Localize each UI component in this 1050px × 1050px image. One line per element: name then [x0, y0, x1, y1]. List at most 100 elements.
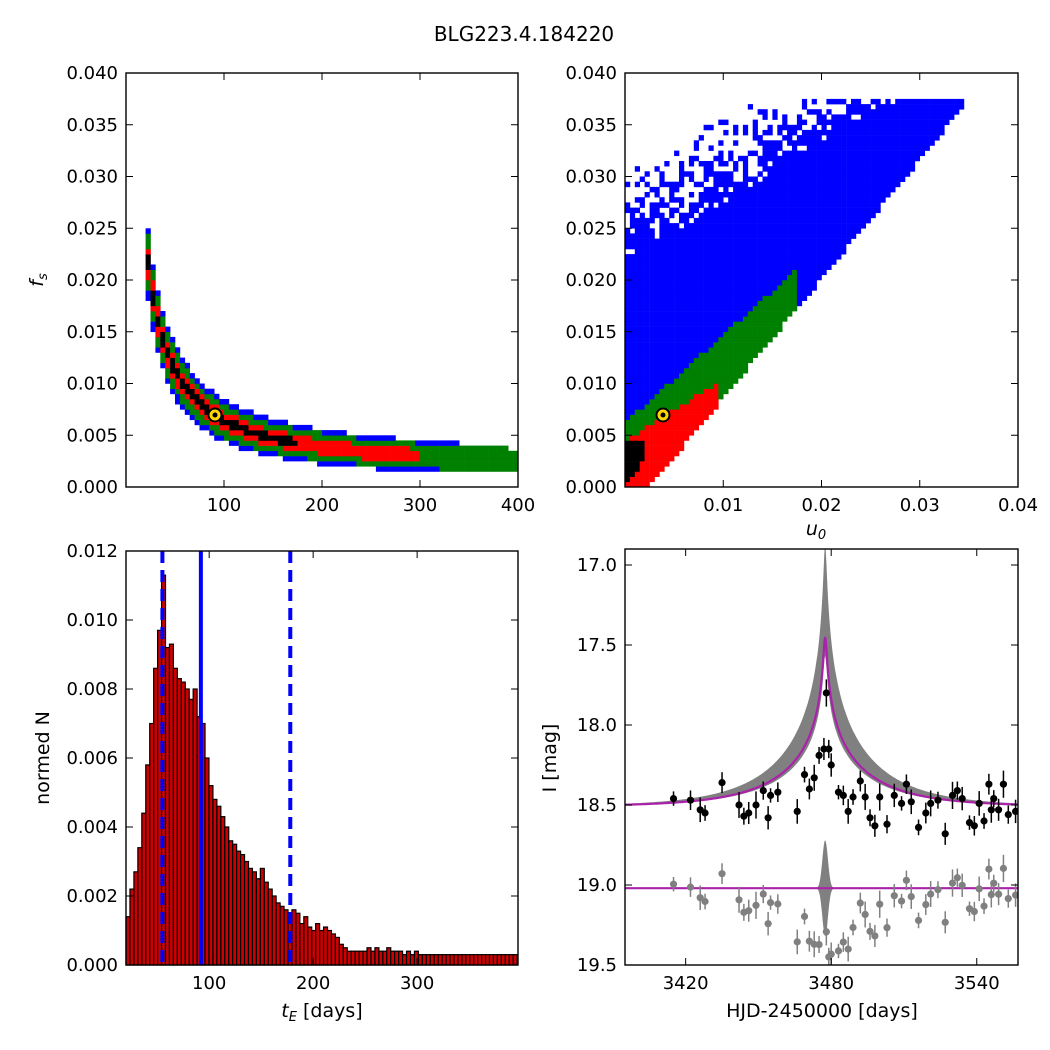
- heatmap-cell: [688, 285, 695, 291]
- heatmap-cell: [346, 450, 352, 457]
- heatmap-cell: [939, 98, 945, 105]
- heatmap-cell: [639, 373, 645, 379]
- heatmap-cell: [708, 383, 714, 389]
- heatmap-cell: [885, 150, 891, 157]
- heatmap-cell: [644, 424, 650, 431]
- heatmap-cell: [836, 124, 842, 131]
- observation-point: [970, 822, 978, 830]
- heatmap-cell: [954, 104, 960, 110]
- heatmap-cell: [165, 378, 171, 384]
- heatmap-cell: [792, 192, 798, 198]
- heatmap-cell: [752, 274, 758, 281]
- heatmap-cell: [767, 249, 773, 255]
- heatmap-cell: [429, 461, 435, 467]
- heatmap-cell: [654, 461, 660, 467]
- heatmap-cell: [900, 98, 906, 105]
- heatmap-cell: [811, 176, 817, 182]
- observation-point: [844, 807, 852, 816]
- heatmap-cell: [860, 217, 867, 224]
- heatmap-cell: [625, 435, 631, 441]
- heatmap-cell: [258, 414, 264, 421]
- heatmap-cell: [238, 424, 244, 431]
- heatmap-cell: [498, 461, 504, 467]
- panel-fs-vs-u0: 0.01 0.02 0.03 0.040.0000.0050.0100.0150.02…: [565, 63, 1038, 543]
- heatmap-cell: [801, 269, 808, 276]
- axis-label-u0: u0: [806, 518, 826, 543]
- heatmap-cell: [654, 264, 660, 270]
- heatmap-cell: [664, 238, 670, 245]
- heatmap-cell: [851, 98, 857, 105]
- heatmap-cell: [659, 383, 665, 389]
- heatmap-cell: [664, 378, 670, 384]
- heatmap-cell: [478, 450, 484, 457]
- heatmap-cell: [821, 228, 827, 234]
- heatmap-cell: [649, 450, 655, 457]
- heatmap-cell: [796, 202, 803, 208]
- heatmap-cell: [703, 249, 709, 255]
- heatmap-cell: [747, 321, 754, 327]
- heatmap-cell: [165, 347, 171, 353]
- heatmap-cell: [634, 259, 641, 265]
- heatmap-cell: [742, 295, 749, 301]
- y-tick-label: 0.008: [66, 679, 118, 700]
- heatmap-cell: [693, 140, 700, 146]
- residual-point: [948, 879, 957, 887]
- heatmap-cell: [625, 274, 631, 281]
- heatmap-cell: [909, 155, 916, 162]
- heatmap-cell: [846, 207, 852, 214]
- heatmap-cell: [762, 166, 768, 172]
- heatmap-cell: [179, 388, 186, 395]
- heatmap-cell: [851, 109, 857, 115]
- heatmap-cell: [693, 238, 700, 245]
- heatmap-cell: [777, 223, 783, 229]
- histogram-bar: [405, 950, 412, 966]
- heatmap-cell: [860, 124, 867, 131]
- heatmap-cell: [674, 207, 680, 214]
- heatmap-cell: [209, 424, 215, 431]
- heatmap-cell: [214, 399, 220, 405]
- heatmap-cell: [659, 305, 665, 312]
- heatmap-cell: [664, 223, 670, 229]
- heatmap-cell: [831, 155, 837, 162]
- heatmap-cell: [733, 223, 739, 229]
- heatmap-cell: [684, 259, 690, 265]
- heatmap-cell: [654, 450, 660, 457]
- heatmap-cell: [821, 202, 827, 208]
- heatmap-cell: [693, 409, 700, 415]
- heatmap-cell: [175, 352, 181, 358]
- heatmap-cell: [816, 274, 822, 281]
- heatmap-cell: [723, 285, 729, 291]
- heatmap-cell: [434, 440, 440, 446]
- heatmap-cell: [723, 254, 729, 260]
- heatmap-cell: [752, 280, 758, 286]
- heatmap-cell: [742, 233, 749, 239]
- heatmap-cell: [826, 129, 832, 136]
- heatmap-cell: [811, 217, 817, 224]
- heatmap-cell: [831, 166, 837, 172]
- heatmap-cell: [634, 388, 641, 395]
- heatmap-cell: [684, 414, 690, 421]
- heatmap-cell: [649, 254, 655, 260]
- heatmap-cell: [644, 362, 650, 369]
- heatmap-cell: [782, 305, 788, 312]
- heatmap-cell: [846, 197, 852, 203]
- heatmap-cell: [905, 161, 911, 167]
- heatmap-cell: [703, 305, 709, 312]
- heatmap-cell: [718, 336, 724, 343]
- heatmap-cell: [792, 140, 798, 146]
- heatmap-cell: [728, 217, 734, 224]
- heatmap-cell: [629, 388, 636, 395]
- heatmap-cell: [644, 223, 650, 229]
- residual-point: [793, 938, 801, 946]
- heatmap-cell: [322, 455, 328, 462]
- heatmap-cell: [420, 440, 426, 446]
- y-tick-label: 0.025: [66, 218, 118, 239]
- heatmap-cell: [150, 300, 156, 307]
- heatmap-cell: [787, 150, 793, 157]
- heatmap-cell: [639, 249, 645, 255]
- heatmap-cell: [331, 450, 337, 457]
- heatmap-cell: [674, 285, 680, 291]
- heatmap-cell: [757, 259, 763, 265]
- heatmap-cell: [629, 217, 636, 224]
- heatmap-cell: [895, 166, 901, 172]
